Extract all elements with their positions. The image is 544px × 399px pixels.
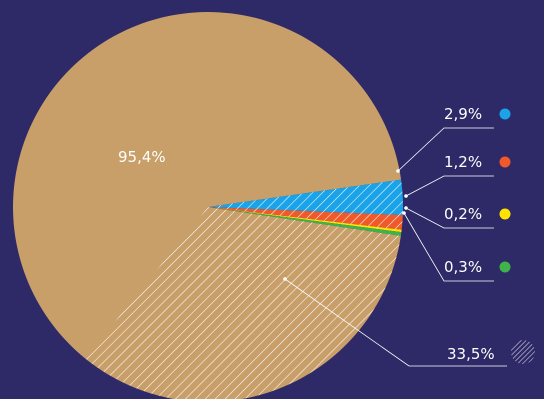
legend-marker <box>499 261 511 273</box>
hatched-overlay <box>208 207 403 230</box>
slice-label: 33,5% <box>447 345 495 363</box>
slice-label: 0,3% <box>444 258 482 276</box>
slice-label: 1,2% <box>444 153 482 171</box>
leader-dot <box>396 169 400 173</box>
hatch-legend-icon <box>511 340 535 364</box>
leader-line <box>405 175 494 197</box>
slice-label: 95,4% <box>118 148 166 166</box>
slice-labels: 95,4% 2,9% 1,2% 0,2% 0,3% 33,5% <box>118 105 535 367</box>
legend-marker <box>499 156 511 168</box>
leader-line <box>284 278 507 367</box>
hatch-overlays <box>85 179 403 399</box>
leader-line <box>403 212 494 282</box>
pie-slice <box>208 207 402 233</box>
hatched-overlay <box>208 179 403 216</box>
legend-marker <box>499 108 511 120</box>
leader-dot <box>402 211 406 215</box>
legend-marker <box>499 208 511 220</box>
slice-label: 2,9% <box>444 105 482 123</box>
leader-dot <box>283 277 287 281</box>
pie-slice <box>208 207 402 236</box>
leader-dot <box>404 194 408 198</box>
leader-line <box>405 207 494 229</box>
hatched-overlay <box>85 207 401 399</box>
leader-dot <box>404 206 408 210</box>
leader-line <box>397 127 494 172</box>
slice-label: 0,2% <box>444 205 482 223</box>
